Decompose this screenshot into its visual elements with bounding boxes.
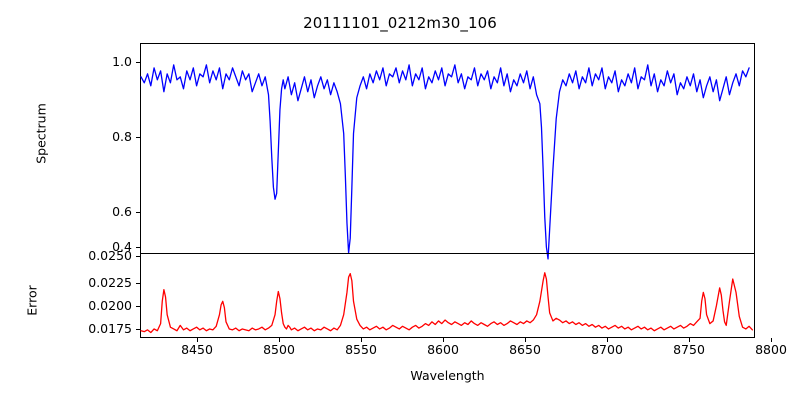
xtick-2: 8550 <box>345 342 377 357</box>
error-tickmark-2 <box>136 305 140 307</box>
spectrum-tickmark-3 <box>136 246 140 248</box>
error-ytick-1: 0.0225 <box>88 275 132 290</box>
error-tickmark-1 <box>136 282 140 284</box>
error-ytick-2: 0.0200 <box>88 298 132 313</box>
spectrum-axes <box>140 43 755 253</box>
spectrum-tickmark-0 <box>136 61 140 63</box>
x-tickmark-0 <box>196 338 198 342</box>
error-ytick-3: 0.0175 <box>88 321 132 336</box>
xtick-1: 8500 <box>263 342 295 357</box>
x-tickmark-5 <box>606 338 608 342</box>
error-plot-area <box>141 254 754 337</box>
figure-title: 20111101_0212m30_106 <box>303 14 497 32</box>
x-tickmark-6 <box>688 338 690 342</box>
error-ytick-0: 0.0250 <box>88 248 132 263</box>
spectrum-ytick-2: 0.6 <box>112 204 132 219</box>
error-tickmark-3 <box>136 328 140 330</box>
xtick-0: 8450 <box>181 342 213 357</box>
spectrum-ytick-0: 1.0 <box>112 54 132 69</box>
spectrum-line <box>141 65 749 259</box>
x-tickmark-3 <box>442 338 444 342</box>
xtick-5: 8700 <box>591 342 623 357</box>
spectrum-tickmark-2 <box>136 211 140 213</box>
error-y-axis-label: Error <box>24 285 40 316</box>
spectrum-ytick-3: 0.4 <box>112 239 132 254</box>
x-tickmark-2 <box>360 338 362 342</box>
xtick-4: 8650 <box>509 342 541 357</box>
x-tickmark-7 <box>770 338 772 342</box>
error-axes <box>140 253 755 338</box>
x-tickmark-4 <box>524 338 526 342</box>
x-tickmark-1 <box>278 338 280 342</box>
error-line <box>141 273 752 333</box>
spectrum-ytick-1: 0.8 <box>112 129 132 144</box>
xtick-7: 8800 <box>755 342 787 357</box>
x-axis-label: Wavelength <box>410 368 485 383</box>
xtick-3: 8600 <box>427 342 459 357</box>
xtick-6: 8750 <box>673 342 705 357</box>
spectrum-plot-area <box>141 44 754 253</box>
error-tickmark-0 <box>136 255 140 257</box>
spectrum-tickmark-1 <box>136 136 140 138</box>
